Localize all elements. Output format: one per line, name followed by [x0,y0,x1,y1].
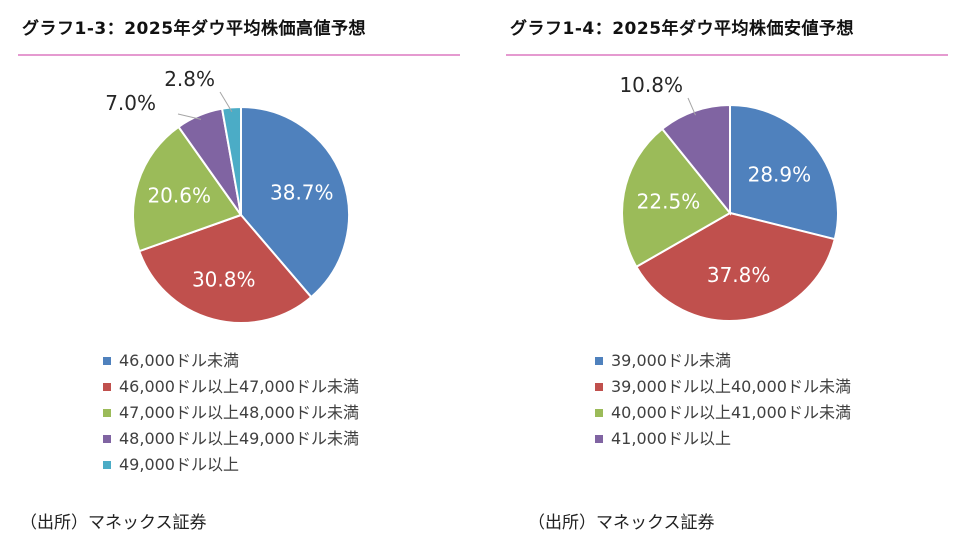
legend-swatch [595,409,603,417]
leader-line-4 [687,97,696,116]
legend-item-3: 40,000ドル以上41,000ドル未満 [595,400,851,426]
leader-line-5 [219,91,233,112]
legend-label: 46,000ドル以上47,000ドル未満 [119,377,359,396]
source-note-high: （出所）マネックス証券 [20,513,207,533]
pie-slice-1 [729,103,839,241]
legend-label: 46,000ドル未満 [119,351,239,370]
legend-label: 48,000ドル以上49,000ドル未満 [119,429,359,448]
legend-swatch [595,357,603,365]
pie-slice-5 [220,105,242,216]
title-underline-high [18,54,460,56]
data-label-2: 37.8% [707,263,771,287]
data-label-3: 20.6% [147,183,211,207]
leader-line-4 [177,113,202,120]
legend-label: 39,000ドル以上40,000ドル未満 [611,377,851,396]
data-label-1: 38.7% [270,181,334,205]
legend-item-1: 39,000ドル未満 [595,348,851,374]
legend-swatch [595,435,603,443]
source-note-low: （出所）マネックス証券 [528,513,715,533]
pie-slice-2 [137,213,313,324]
legend-swatch [103,461,111,469]
legend-label: 47,000ドル以上48,000ドル未満 [119,403,359,422]
legend-swatch [103,383,111,391]
pie-slice-1 [240,105,350,299]
data-label-4: 10.8% [619,73,683,97]
data-label-3: 22.5% [637,189,701,213]
legend-label: 49,000ドル以上 [119,455,239,474]
legend-swatch [595,383,603,391]
pie-chart-high: 38.7% 30.8% 20.6% 7.0% 2.8% [105,67,350,324]
legend-item-5: 49,000ドル以上 [103,452,359,478]
legend-item-2: 46,000ドル以上47,000ドル未満 [103,374,359,400]
legend-swatch [103,435,111,443]
pie-chart-low: 28.9% 37.8% 22.5% 10.8% [619,73,839,322]
legend-item-2: 39,000ドル以上40,000ドル未満 [595,374,851,400]
chart-title-low: グラフ1-4：2025年ダウ平均株価安値予想 [510,19,855,39]
legend-low: 39,000ドル未満 39,000ドル以上40,000ドル未満 40,000ドル以上… [595,348,851,452]
chart-title-high: グラフ1-3：2025年ダウ平均株価高値予想 [22,19,367,39]
data-label-1: 28.9% [748,162,812,186]
legend-swatch [103,409,111,417]
legend-high: 46,000ドル未満 46,000ドル以上47,000ドル未満 47,000ドル以上… [103,348,359,478]
legend-label: 41,000ドル以上 [611,429,731,448]
data-label-4: 7.0% [105,91,156,115]
data-label-5: 2.8% [164,67,215,91]
legend-item-4: 41,000ドル以上 [595,426,851,452]
legend-swatch [103,357,111,365]
title-underline-low [506,54,948,56]
pie-slice-3 [132,125,243,253]
legend-label: 40,000ドル以上41,000ドル未満 [611,403,851,422]
legend-label: 39,000ドル未満 [611,351,731,370]
legend-item-3: 47,000ドル以上48,000ドル未満 [103,400,359,426]
legend-item-4: 48,000ドル以上49,000ドル未満 [103,426,359,452]
pie-slice-3 [621,127,732,269]
data-label-2: 30.8% [192,268,256,292]
legend-item-1: 46,000ドル未満 [103,348,359,374]
pie-slice-2 [634,211,836,322]
